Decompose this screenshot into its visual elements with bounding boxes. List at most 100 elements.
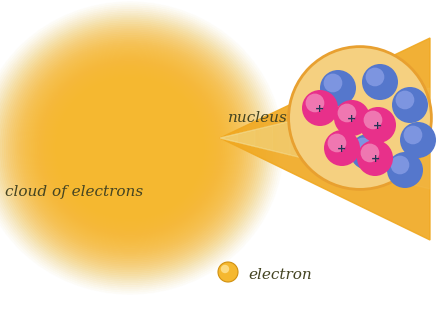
Polygon shape <box>220 121 290 155</box>
Circle shape <box>218 262 238 282</box>
Polygon shape <box>220 38 430 240</box>
Ellipse shape <box>124 143 136 153</box>
Ellipse shape <box>111 130 149 166</box>
Circle shape <box>350 134 386 170</box>
Ellipse shape <box>122 141 138 155</box>
Ellipse shape <box>0 20 264 276</box>
Circle shape <box>334 100 370 136</box>
Ellipse shape <box>18 41 242 255</box>
Ellipse shape <box>99 118 161 178</box>
Polygon shape <box>220 130 255 147</box>
Ellipse shape <box>2 26 258 270</box>
Ellipse shape <box>97 117 163 179</box>
Ellipse shape <box>0 15 269 281</box>
Circle shape <box>362 64 398 100</box>
Ellipse shape <box>47 69 213 228</box>
Ellipse shape <box>41 63 219 233</box>
Ellipse shape <box>4 28 256 268</box>
Ellipse shape <box>43 65 217 231</box>
Text: +: + <box>371 154 380 164</box>
Ellipse shape <box>35 57 225 239</box>
Ellipse shape <box>31 54 229 242</box>
Ellipse shape <box>91 111 169 185</box>
Ellipse shape <box>68 89 192 207</box>
Circle shape <box>387 152 423 188</box>
Ellipse shape <box>118 137 141 159</box>
Ellipse shape <box>101 120 159 176</box>
Polygon shape <box>220 105 360 172</box>
Polygon shape <box>220 134 237 142</box>
Ellipse shape <box>113 131 148 165</box>
Polygon shape <box>220 88 430 189</box>
Ellipse shape <box>21 44 239 252</box>
Ellipse shape <box>16 39 244 257</box>
Ellipse shape <box>60 82 200 215</box>
Circle shape <box>396 91 414 109</box>
Ellipse shape <box>14 37 246 259</box>
Ellipse shape <box>89 109 171 187</box>
Circle shape <box>338 104 357 122</box>
Ellipse shape <box>87 107 173 189</box>
Ellipse shape <box>0 22 262 274</box>
Text: +: + <box>337 144 346 154</box>
Text: cloud of electrons: cloud of electrons <box>5 185 143 199</box>
Ellipse shape <box>57 78 204 218</box>
Circle shape <box>391 156 410 174</box>
Polygon shape <box>220 100 378 176</box>
Polygon shape <box>220 96 395 180</box>
Circle shape <box>366 68 384 86</box>
Text: +: + <box>347 114 357 124</box>
Ellipse shape <box>66 87 194 209</box>
Ellipse shape <box>78 98 182 198</box>
Ellipse shape <box>24 46 237 250</box>
Ellipse shape <box>114 133 145 163</box>
Ellipse shape <box>29 52 231 244</box>
Ellipse shape <box>53 74 208 222</box>
Ellipse shape <box>85 105 175 191</box>
Ellipse shape <box>62 83 198 213</box>
Ellipse shape <box>49 70 212 226</box>
Circle shape <box>324 130 360 166</box>
Ellipse shape <box>76 96 184 200</box>
Ellipse shape <box>70 91 190 205</box>
Text: +: + <box>373 121 383 131</box>
Ellipse shape <box>95 115 165 181</box>
Ellipse shape <box>80 100 180 196</box>
Ellipse shape <box>72 92 188 203</box>
Circle shape <box>400 122 436 158</box>
Circle shape <box>353 138 372 156</box>
Ellipse shape <box>105 124 155 172</box>
Ellipse shape <box>0 24 260 272</box>
Ellipse shape <box>50 72 209 224</box>
Text: +: + <box>315 104 325 114</box>
Circle shape <box>324 73 343 92</box>
Circle shape <box>364 111 382 129</box>
Ellipse shape <box>45 67 215 229</box>
Ellipse shape <box>107 126 153 170</box>
Ellipse shape <box>10 33 250 263</box>
Ellipse shape <box>0 19 265 277</box>
Circle shape <box>360 107 396 143</box>
Ellipse shape <box>33 55 227 241</box>
Ellipse shape <box>27 50 233 246</box>
Ellipse shape <box>25 48 235 248</box>
Ellipse shape <box>20 42 240 254</box>
Ellipse shape <box>64 85 196 211</box>
Circle shape <box>360 144 379 162</box>
Circle shape <box>392 87 428 123</box>
Circle shape <box>328 134 346 152</box>
Polygon shape <box>220 117 307 159</box>
Ellipse shape <box>37 59 223 237</box>
Circle shape <box>302 90 338 126</box>
Polygon shape <box>220 109 343 168</box>
Circle shape <box>306 94 324 112</box>
Ellipse shape <box>120 139 140 157</box>
Ellipse shape <box>0 17 268 279</box>
Ellipse shape <box>93 113 167 183</box>
Polygon shape <box>220 92 413 185</box>
Text: nucleus: nucleus <box>228 111 288 125</box>
Circle shape <box>320 70 356 106</box>
Ellipse shape <box>81 102 178 194</box>
Circle shape <box>221 265 229 273</box>
Ellipse shape <box>84 104 177 193</box>
